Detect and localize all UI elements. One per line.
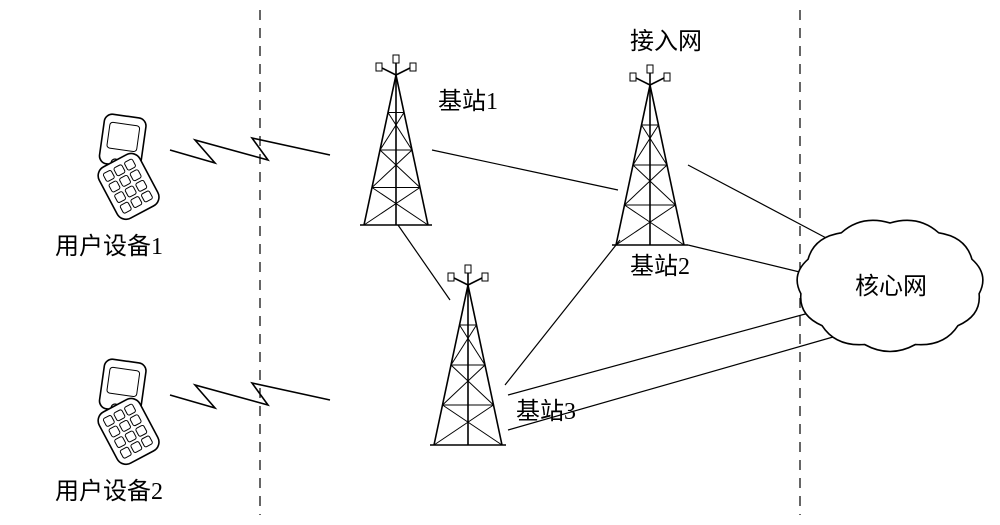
label-bs2: 基站2: [630, 246, 690, 281]
label-bs3: 基站3: [516, 391, 576, 426]
radio-wave-ue2: [170, 383, 330, 408]
radio-wave-ue1: [170, 138, 330, 163]
label-bs1: 基站1: [438, 81, 498, 116]
tower-icon-bs1: [360, 55, 432, 225]
link-bs2-bs3: [505, 240, 620, 385]
label-access-network: 接入网: [630, 21, 702, 56]
tower-icon-bs3: [430, 265, 506, 445]
phone-icon-ue1: [95, 113, 163, 223]
label-ue1: 用户设备1: [55, 226, 163, 261]
phone-icon-ue2: [95, 358, 163, 468]
link-bs2-core-b: [688, 245, 812, 275]
tower-icon-bs2: [612, 65, 688, 245]
link-bs2-core-a: [688, 165, 830, 240]
label-ue2: 用户设备2: [55, 471, 163, 506]
link-bs1-bs2: [432, 150, 618, 190]
label-core-network: 核心网: [855, 266, 927, 301]
network-diagram: [0, 0, 1000, 525]
link-bs1-bs3: [398, 225, 450, 300]
